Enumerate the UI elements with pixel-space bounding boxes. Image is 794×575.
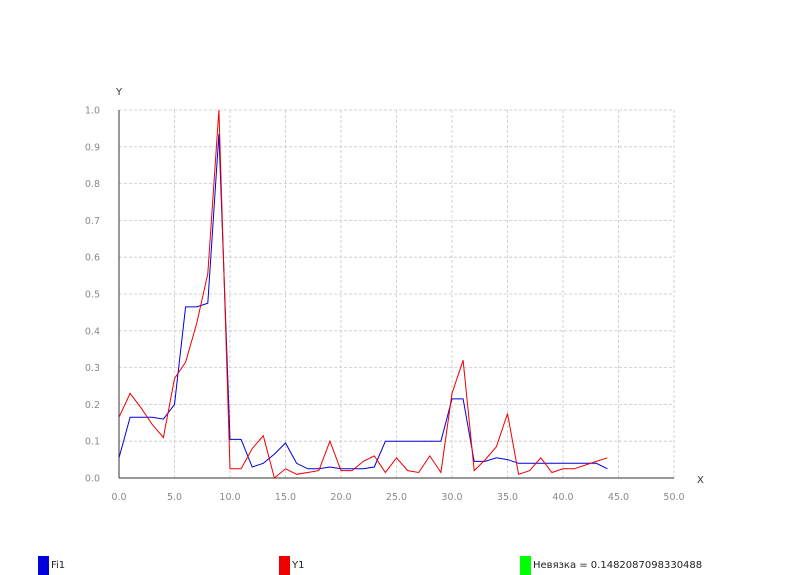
y-tick-label: 0.2 [85, 400, 100, 411]
x-tick-label: 10.0 [219, 492, 240, 503]
series-line-y1 [118, 109, 608, 479]
y-tick-label: 0.1 [85, 437, 100, 448]
y-tick-label: 1.0 [85, 106, 100, 117]
series-line-fi1 [118, 133, 608, 470]
x-tick-label: 25.0 [386, 492, 407, 503]
tick-labels: 0.0 5.0 10.0 15.0 20.0 25.0 30.0 35.0 40.0 45.0 50… [85, 106, 685, 504]
y-tick-label: 0.9 [85, 142, 100, 153]
x-tick-label: 20.0 [330, 492, 351, 503]
legend: Fi1 Y1 Невязка = 0.1482087098330488 [0, 556, 794, 575]
legend-label-y1: Y1 [292, 560, 305, 571]
x-tick-label: 30.0 [441, 492, 462, 503]
y-tick-label: 0.6 [85, 253, 100, 264]
y-tick-label: 0.3 [85, 363, 100, 374]
legend-item-y1: Y1 [279, 556, 304, 575]
legend-swatch-fi1 [38, 556, 49, 575]
x-tick-label: 0.0 [111, 492, 126, 503]
y-tick-label: 0.5 [85, 290, 100, 301]
x-tick-label: 35.0 [497, 492, 518, 503]
series-lines [118, 109, 608, 479]
legend-label-residual: Невязка = 0.1482087098330488 [533, 560, 703, 571]
legend-item-fi1: Fi1 [38, 556, 65, 575]
x-tick-label: 40.0 [552, 492, 573, 503]
x-tick-label: 45.0 [608, 492, 629, 503]
x-tick-label: 15.0 [275, 492, 296, 503]
y-tick-label: 0.8 [85, 179, 100, 190]
legend-swatch-residual [520, 556, 531, 575]
legend-label-fi1: Fi1 [51, 560, 66, 571]
legend-swatch-y1 [279, 556, 290, 575]
y-axis-label: Y [115, 87, 123, 98]
x-tick-label: 5.0 [167, 492, 182, 503]
legend-item-residual: Невязка = 0.1482087098330488 [520, 556, 702, 575]
x-axis-label: X [697, 475, 704, 486]
y-tick-label: 0.7 [85, 216, 100, 227]
x-tick-label: 50.0 [663, 492, 684, 503]
y-tick-label: 0.0 [85, 474, 100, 485]
y-tick-label: 0.4 [85, 326, 100, 337]
line-chart: 0.0 5.0 10.0 15.0 20.0 25.0 30.0 35.0 40.0 45.0 50… [85, 87, 704, 504]
grid [119, 109, 675, 478]
